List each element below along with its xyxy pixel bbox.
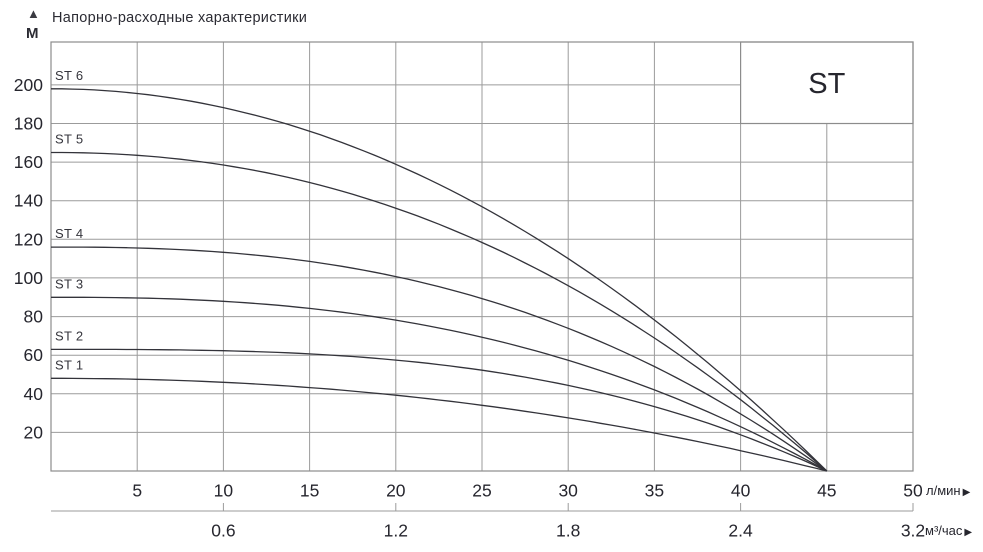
x-tick-label: 40 bbox=[731, 481, 751, 501]
y-tick-label: 120 bbox=[14, 229, 43, 249]
x-tick-label: 5 bbox=[132, 481, 142, 501]
curve-label: ST 1 bbox=[55, 357, 83, 372]
x-tick-label: 25 bbox=[472, 481, 491, 501]
curve-st-3 bbox=[51, 296, 828, 472]
curve-st-6 bbox=[51, 88, 828, 472]
curve-label: ST 5 bbox=[55, 132, 83, 147]
curve-label: ST 3 bbox=[55, 276, 83, 291]
y-tick-label: 180 bbox=[14, 114, 43, 134]
y-tick-label: 160 bbox=[14, 152, 43, 172]
plot-frame bbox=[50, 41, 914, 472]
primary-unit-text: л/мин bbox=[926, 483, 961, 498]
series-family-label: ST bbox=[808, 68, 845, 100]
y-tick-label: 40 bbox=[24, 384, 44, 404]
y-tick-label: 20 bbox=[24, 422, 44, 442]
x-axis-secondary-unit: м³/час ▶ bbox=[925, 524, 972, 538]
secondary-tick-label: 1.2 bbox=[384, 521, 408, 541]
x-tick-label: 35 bbox=[645, 481, 664, 501]
curve-st-1 bbox=[51, 377, 827, 472]
curve-label: ST 4 bbox=[55, 226, 83, 241]
secondary-tick-label: 0.6 bbox=[211, 521, 235, 541]
secondary-tick-label: 2.4 bbox=[728, 521, 753, 541]
x-tick-label: 10 bbox=[214, 481, 234, 501]
secondary-tick-label: 1.8 bbox=[556, 521, 580, 541]
curve-st-2 bbox=[51, 348, 828, 472]
x-tick-label: 45 bbox=[817, 481, 836, 501]
curve-st-4 bbox=[51, 246, 828, 472]
curve-label: ST 2 bbox=[55, 328, 83, 343]
curve-st-5 bbox=[51, 151, 828, 472]
x-tick-label: 30 bbox=[558, 481, 578, 501]
y-tick-label: 80 bbox=[24, 307, 44, 327]
x-tick-label: 15 bbox=[300, 481, 319, 501]
right-arrow-icon: ▶ bbox=[964, 527, 973, 538]
up-arrow-icon: ▲ bbox=[27, 6, 40, 21]
x-axis-primary-unit: л/мин ▶ bbox=[926, 484, 970, 498]
y-tick-label: 100 bbox=[14, 268, 43, 288]
secondary-unit-text: м³/час bbox=[925, 523, 963, 538]
chart-title: Напорно-расходные характеристики bbox=[52, 10, 308, 26]
x-tick-label: 50 bbox=[903, 481, 923, 501]
curve-label: ST 6 bbox=[55, 68, 83, 83]
y-tick-label: 140 bbox=[14, 191, 43, 211]
y-tick-label: 60 bbox=[24, 345, 44, 365]
right-arrow-icon: ▶ bbox=[962, 487, 971, 498]
y-axis-unit-label: М bbox=[26, 25, 39, 42]
x-tick-label: 20 bbox=[386, 481, 406, 501]
secondary-tick-label: 3.2 bbox=[901, 521, 925, 541]
series-family-box bbox=[739, 41, 914, 125]
y-tick-label: 200 bbox=[14, 75, 43, 95]
